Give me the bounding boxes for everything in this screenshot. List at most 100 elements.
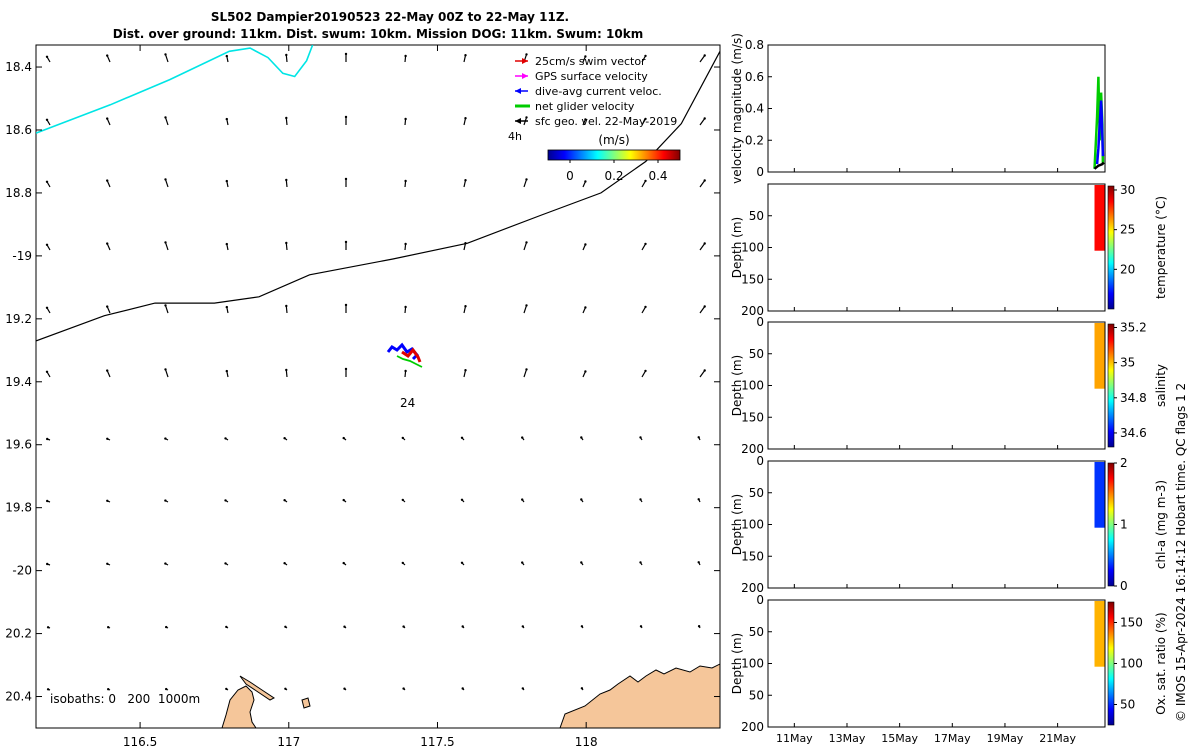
map-ytick-label: 19.2 — [5, 312, 32, 326]
panel-ytick-label: 100 — [741, 241, 764, 255]
legend-entry-current: dive-avg current veloc. — [515, 85, 662, 98]
map-xtick-label: 117.5 — [420, 735, 454, 749]
geo-vector-head — [461, 687, 464, 690]
geo-vector-head — [225, 117, 228, 121]
geo-vector — [164, 305, 169, 314]
geo-vector-head — [285, 53, 288, 57]
geo-vector-head — [106, 437, 109, 440]
geo-vector-head — [644, 179, 647, 183]
legend-label-swim: 25cm/s swim vector — [535, 55, 646, 68]
panel-colorbar-tick-label: 30 — [1120, 183, 1135, 197]
land-island-small — [239, 675, 275, 701]
figure-title-line1: SL502 Dampier20190523 22-May 00Z to 22-M… — [211, 10, 569, 24]
legend-entry-geo: sfc geo. vel. 22-May-2019 — [515, 115, 677, 128]
geo-vector-head — [703, 54, 706, 57]
geo-vector-head — [225, 179, 228, 183]
geo-vector-head — [45, 55, 49, 58]
geo-vector — [164, 117, 169, 126]
geo-vector-head — [225, 54, 228, 58]
geo-vector-head — [639, 625, 643, 628]
panel-ytick-label: 150 — [741, 272, 764, 286]
map-ytick-label: 18.8 — [5, 186, 32, 200]
legend-label-net: net glider velocity — [535, 100, 635, 113]
geo-vector-head — [283, 562, 286, 565]
geo-vector-head — [46, 499, 49, 503]
velocity-colorbar-gradient — [547, 149, 681, 161]
land-island-tiny — [301, 697, 311, 709]
sfc-geo-velocity-field — [45, 52, 706, 691]
net-glider-velocity-track — [396, 355, 423, 368]
panel-colorbar — [1107, 323, 1115, 448]
map-legend: 25cm/s swim vector GPS surface velocity … — [508, 55, 677, 143]
panel-ytick-label: 100 — [741, 518, 764, 532]
panel-ytick-label: 200 — [741, 442, 764, 456]
geo-vector-head — [106, 179, 109, 182]
panel-axes-box — [767, 599, 1106, 728]
geo-vector-head — [525, 368, 528, 371]
geo-vector-head — [521, 436, 524, 439]
panel-colorbar — [1107, 601, 1115, 726]
geo-vector-head — [284, 625, 287, 628]
geo-vector-head — [46, 626, 50, 629]
geo-vector-head — [285, 178, 288, 182]
geo-vector-head — [46, 437, 49, 441]
geo-vector-head — [46, 688, 50, 691]
geo-vector-head — [460, 561, 464, 564]
geo-vector-head — [639, 498, 642, 501]
geo-vector-head — [342, 436, 345, 440]
geo-vector-head — [106, 242, 109, 245]
geo-vector-head — [164, 241, 167, 244]
geo-vector-head — [404, 305, 407, 309]
geo-vector-head — [164, 53, 167, 56]
map-ytick-label: 18.4 — [5, 60, 32, 74]
geo-vector-head — [404, 369, 407, 373]
geo-vector-head — [224, 499, 227, 502]
geo-vector-head — [697, 498, 700, 501]
time-xtick-label: 11May — [776, 732, 813, 745]
panel-colorbar-label: Ox. sat. ratio (%) — [1154, 612, 1168, 714]
geo-vector-head — [404, 179, 407, 183]
panel-3: 0 50 100 150 200 Depth (m) 34.6 34.8 35 35.2 salin… — [730, 315, 1168, 456]
map-ytick-label: -19 — [12, 249, 32, 263]
geo-vector-head — [525, 304, 528, 307]
panel-ytick-label: 100 — [741, 379, 764, 393]
geo-vector-head — [344, 177, 348, 181]
panel-colorbar-label: salinity — [1154, 364, 1168, 407]
panel-ytick-label: 50 — [749, 347, 764, 361]
velocity-colorbar-title: (m/s) — [598, 133, 629, 147]
coastline — [36, 45, 314, 134]
geo-vector-head — [521, 687, 524, 690]
glider-track — [386, 342, 423, 368]
land-island-left — [221, 685, 257, 728]
panel-axes-box — [767, 460, 1106, 589]
geo-vector-head — [164, 368, 167, 371]
geo-vector-head — [225, 625, 228, 629]
legend-entry-gps: GPS surface velocity — [515, 70, 648, 83]
legend-label-gps: GPS surface velocity — [535, 70, 648, 83]
time-xtick-label: 13May — [829, 732, 866, 745]
panel-colorbar — [1107, 185, 1115, 310]
geo-vector-head — [525, 116, 528, 119]
geo-vector-head — [464, 305, 467, 308]
geo-vector-head — [342, 498, 345, 502]
panel-ytick-label: 50 — [749, 486, 764, 500]
panel-colorbar-label: temperature (°C) — [1154, 196, 1168, 299]
panel-ylabel: Depth (m) — [730, 217, 744, 278]
geo-vector-head — [464, 179, 467, 182]
time-xtick-label: 19May — [987, 732, 1024, 745]
profile-data-block — [1094, 323, 1105, 389]
geo-vector-head — [225, 687, 228, 691]
geo-vector-head — [45, 306, 49, 309]
geo-vector-head — [225, 369, 228, 373]
velocity-colorbar: (m/s) 0 0.2 0.4 — [547, 133, 681, 183]
panel-ytick-label: 50 — [749, 209, 764, 223]
panel-colorbar — [1107, 462, 1115, 587]
figure-title-line2: Dist. over ground: 11km. Dist. swum: 10k… — [113, 27, 643, 41]
geo-vector-head — [697, 625, 701, 628]
geo-vector-head — [639, 436, 642, 439]
panel-ytick-label: 100 — [741, 657, 764, 671]
geo-vector — [699, 306, 706, 314]
geo-vector-head — [106, 562, 109, 565]
